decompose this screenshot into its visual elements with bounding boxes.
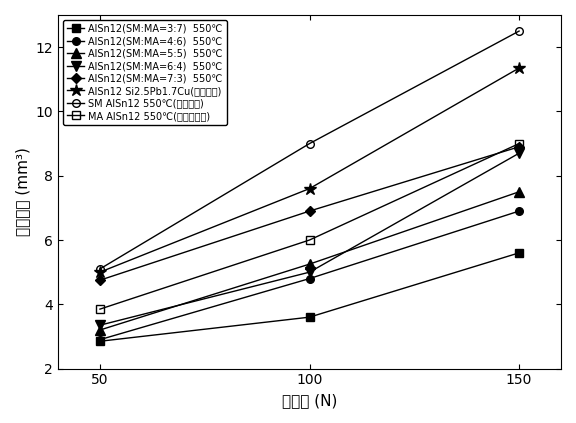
SM AlSn12 550℃(粉末冶金) <box>97 266 104 272</box>
AlSn12(SM:MA=6:4)  550℃ <box>306 269 313 275</box>
Y-axis label: 磨损体积 (mm³): 磨损体积 (mm³) <box>15 147 30 236</box>
MA AlSn12 550℃(机械合金化) <box>516 141 522 146</box>
MA AlSn12 550℃(机械合金化) <box>97 307 104 312</box>
AlSn12 Si2.5Pb1.7Cu(工业轴瓦) <box>516 66 522 71</box>
Legend: AlSn12(SM:MA=3:7)  550℃, AlSn12(SM:MA=4:6)  550℃, AlSn12(SM:MA=5:5)  550℃, AlSn1: AlSn12(SM:MA=3:7) 550℃, AlSn12(SM:MA=4:6… <box>63 20 226 125</box>
AlSn12(SM:MA=3:7)  550℃ <box>306 315 313 320</box>
Line: AlSn12(SM:MA=5:5)  550℃: AlSn12(SM:MA=5:5) 550℃ <box>96 187 524 335</box>
AlSn12(SM:MA=5:5)  550℃ <box>97 327 104 332</box>
Line: SM AlSn12 550℃(粉末冶金): SM AlSn12 550℃(粉末冶金) <box>96 27 523 273</box>
AlSn12(SM:MA=7:3)  550℃ <box>97 277 104 283</box>
AlSn12(SM:MA=5:5)  550℃ <box>306 261 313 266</box>
AlSn12 Si2.5Pb1.7Cu(工业轴瓦) <box>97 269 104 275</box>
Line: AlSn12(SM:MA=7:3)  550℃: AlSn12(SM:MA=7:3) 550℃ <box>97 143 522 284</box>
Line: AlSn12(SM:MA=3:7)  550℃: AlSn12(SM:MA=3:7) 550℃ <box>96 249 523 345</box>
AlSn12(SM:MA=3:7)  550℃ <box>97 339 104 344</box>
AlSn12(SM:MA=5:5)  550℃ <box>516 189 522 194</box>
AlSn12(SM:MA=7:3)  550℃ <box>516 144 522 149</box>
AlSn12(SM:MA=4:6)  550℃ <box>516 209 522 214</box>
Line: AlSn12 Si2.5Pb1.7Cu(工业轴瓦): AlSn12 Si2.5Pb1.7Cu(工业轴瓦) <box>94 62 525 278</box>
AlSn12 Si2.5Pb1.7Cu(工业轴瓦) <box>306 186 313 191</box>
SM AlSn12 550℃(粉末冶金) <box>516 28 522 33</box>
Line: AlSn12(SM:MA=4:6)  550℃: AlSn12(SM:MA=4:6) 550℃ <box>96 207 523 343</box>
SM AlSn12 550℃(粉末冶金) <box>306 141 313 146</box>
AlSn12(SM:MA=7:3)  550℃ <box>306 209 313 214</box>
AlSn12(SM:MA=4:6)  550℃ <box>306 276 313 281</box>
Line: AlSn12(SM:MA=6:4)  550℃: AlSn12(SM:MA=6:4) 550℃ <box>96 149 524 330</box>
AlSn12(SM:MA=3:7)  550℃ <box>516 250 522 255</box>
AlSn12(SM:MA=4:6)  550℃ <box>97 337 104 342</box>
MA AlSn12 550℃(机械合金化) <box>306 237 313 242</box>
AlSn12(SM:MA=6:4)  550℃ <box>516 151 522 156</box>
X-axis label: 加载力 (N): 加载力 (N) <box>282 393 337 408</box>
AlSn12(SM:MA=6:4)  550℃ <box>97 323 104 328</box>
Line: MA AlSn12 550℃(机械合金化): MA AlSn12 550℃(机械合金化) <box>96 140 523 313</box>
